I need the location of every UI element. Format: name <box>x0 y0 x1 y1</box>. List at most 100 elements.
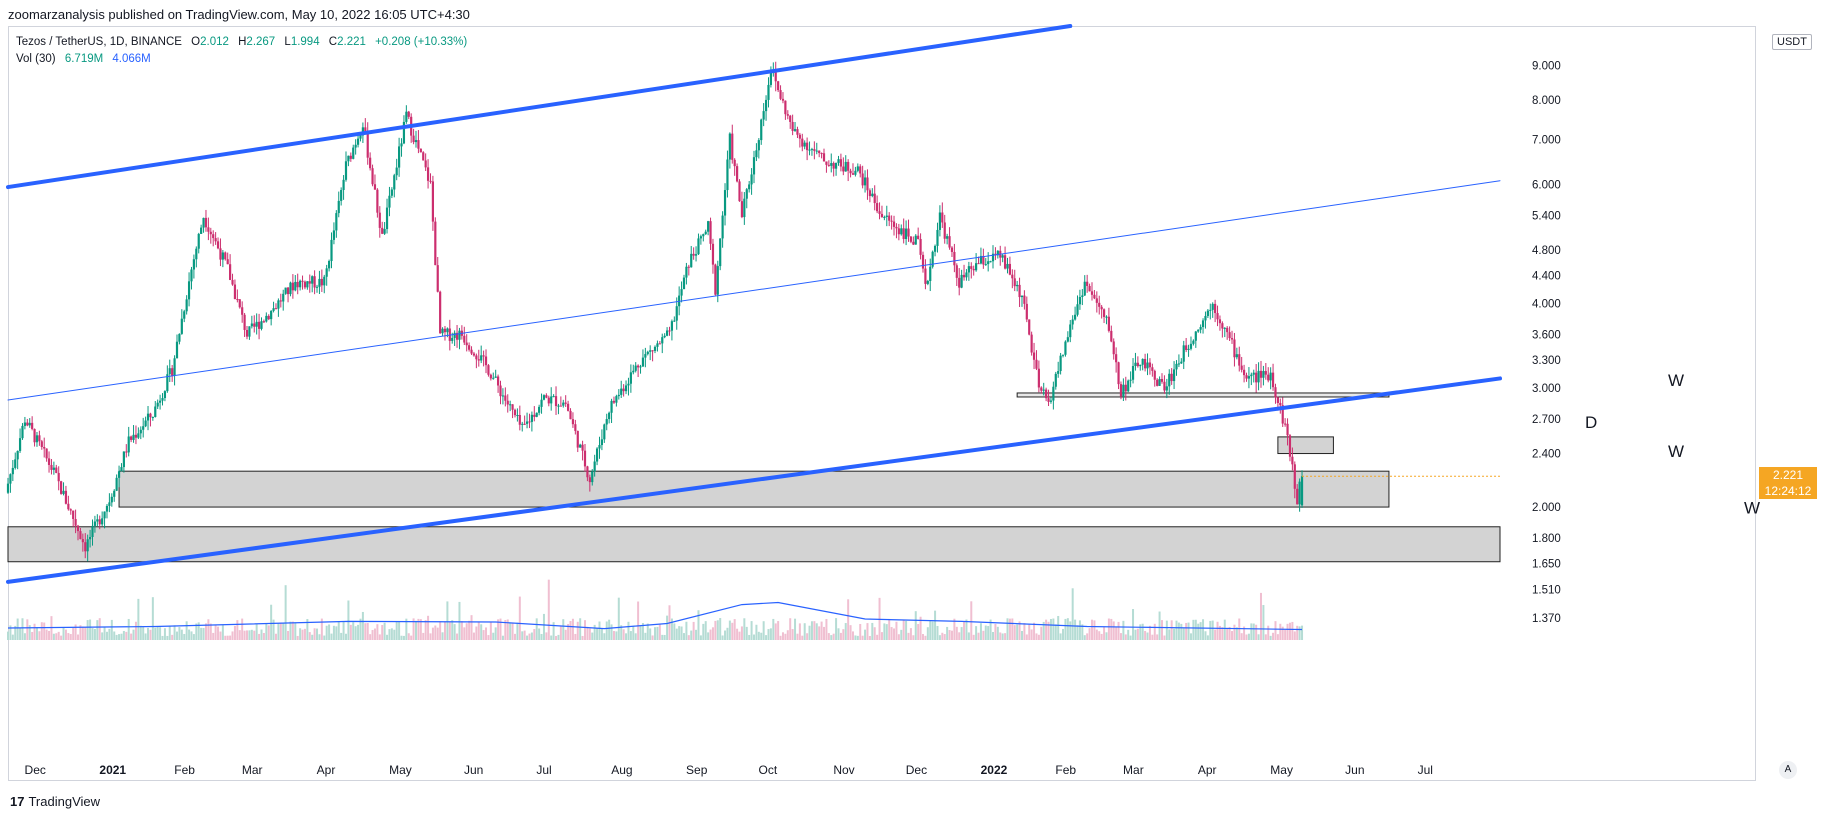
candle-body <box>60 481 63 494</box>
volume-bar <box>936 625 939 640</box>
candle-body <box>267 315 270 320</box>
candle-body <box>1139 364 1142 367</box>
auto-scale-button[interactable]: A <box>1779 761 1797 779</box>
candle-body <box>383 229 386 234</box>
candle-body <box>904 228 908 240</box>
candle-body <box>871 193 874 197</box>
candle-body <box>818 150 821 154</box>
candle-body <box>284 287 287 294</box>
candle-body <box>777 81 780 91</box>
volume-bar <box>1182 628 1185 640</box>
candle-body <box>204 217 208 228</box>
footer-brand[interactable]: 17 TradingView <box>10 794 100 809</box>
volume-bar <box>707 632 710 640</box>
candle-body <box>781 98 785 101</box>
volume-bar <box>772 618 775 640</box>
candle-body <box>552 396 555 398</box>
candle-body <box>224 252 227 260</box>
candle-body <box>1144 358 1147 369</box>
volume-bar <box>646 623 649 640</box>
volume-bar <box>963 621 966 640</box>
volume-bar <box>866 623 869 640</box>
volume-bar <box>197 622 200 640</box>
volume-bar <box>147 627 150 640</box>
volume-bar <box>241 618 244 640</box>
candle-body <box>1247 376 1251 379</box>
candle-body <box>878 211 881 214</box>
volume-bar <box>620 625 623 640</box>
legend-close: 2.221 <box>337 36 366 48</box>
candle-body <box>808 149 811 151</box>
volume-bar <box>765 635 768 640</box>
candle-body <box>393 175 396 190</box>
volume-bar <box>946 626 949 640</box>
zone-1 <box>7 526 1501 563</box>
volume-bar <box>615 631 618 640</box>
volume-bar <box>574 633 577 640</box>
volume-bar <box>335 626 338 640</box>
candle-body <box>412 135 415 143</box>
volume-bar <box>1161 620 1164 640</box>
price-tick-label: 6.000 <box>1532 180 1561 192</box>
volume-bar <box>1103 626 1106 640</box>
currency-button[interactable]: USDT <box>1772 34 1812 50</box>
volume-bar <box>994 623 997 640</box>
volume-bar <box>1199 622 1202 640</box>
volume-bar <box>1144 630 1147 640</box>
candle-body <box>390 189 393 196</box>
time-tick-label: Oct <box>758 763 777 777</box>
volume-bar <box>1216 621 1219 640</box>
candle-body <box>704 231 707 235</box>
volume-bar <box>972 634 975 640</box>
bar-countdown-label: 12:24:12 <box>1759 483 1817 500</box>
candle-body <box>588 477 591 483</box>
volume-bar <box>159 627 162 640</box>
candle-body <box>1124 384 1127 392</box>
volume-bar <box>475 626 478 640</box>
volume-bar <box>576 621 579 640</box>
candle-body <box>178 333 181 342</box>
volume-bar <box>658 624 661 640</box>
candle-body <box>634 365 637 371</box>
volume-bar <box>733 619 736 640</box>
legend-open-label: O <box>191 36 201 48</box>
candle-body <box>738 181 741 202</box>
volume-bar <box>762 621 765 640</box>
volume-bar <box>1020 630 1023 640</box>
volume-bar <box>864 629 867 640</box>
chart-pane[interactable] <box>8 26 1756 781</box>
volume-bar <box>1279 623 1282 640</box>
price-tick-label: 5.400 <box>1532 211 1561 223</box>
candle-body <box>842 166 845 172</box>
candle-body <box>1059 355 1062 372</box>
candle-body <box>337 200 340 214</box>
volume-bar <box>1054 624 1057 640</box>
volume-bar <box>1115 626 1118 640</box>
candle-body <box>1129 379 1132 381</box>
volume-bar <box>1139 624 1142 640</box>
candle-body <box>1078 297 1082 305</box>
candle-body <box>1199 327 1202 330</box>
volume-bar <box>1081 624 1084 640</box>
legend: Tezos / TetherUS, 1D, BINANCE O2.012 H2.… <box>16 34 467 68</box>
volume-bar <box>357 624 360 640</box>
candle-body <box>1165 386 1168 391</box>
candle-body <box>480 355 483 361</box>
volume-bar <box>161 635 164 640</box>
volume-bar <box>695 629 698 640</box>
volume-bar <box>1252 623 1255 640</box>
candle-body <box>1131 366 1135 380</box>
price-tick-label: 3.000 <box>1532 383 1561 395</box>
volume-bar <box>960 627 963 640</box>
candle-body <box>185 299 188 312</box>
volume-bar <box>970 601 973 640</box>
volume-bar <box>81 626 84 640</box>
candle-body <box>371 168 374 185</box>
candle-body <box>57 472 60 482</box>
volume-bar <box>195 623 198 640</box>
time-tick-label: May <box>1270 763 1293 777</box>
volume-bar <box>750 621 753 640</box>
candle-body <box>506 400 509 405</box>
candle-body <box>1187 348 1190 350</box>
